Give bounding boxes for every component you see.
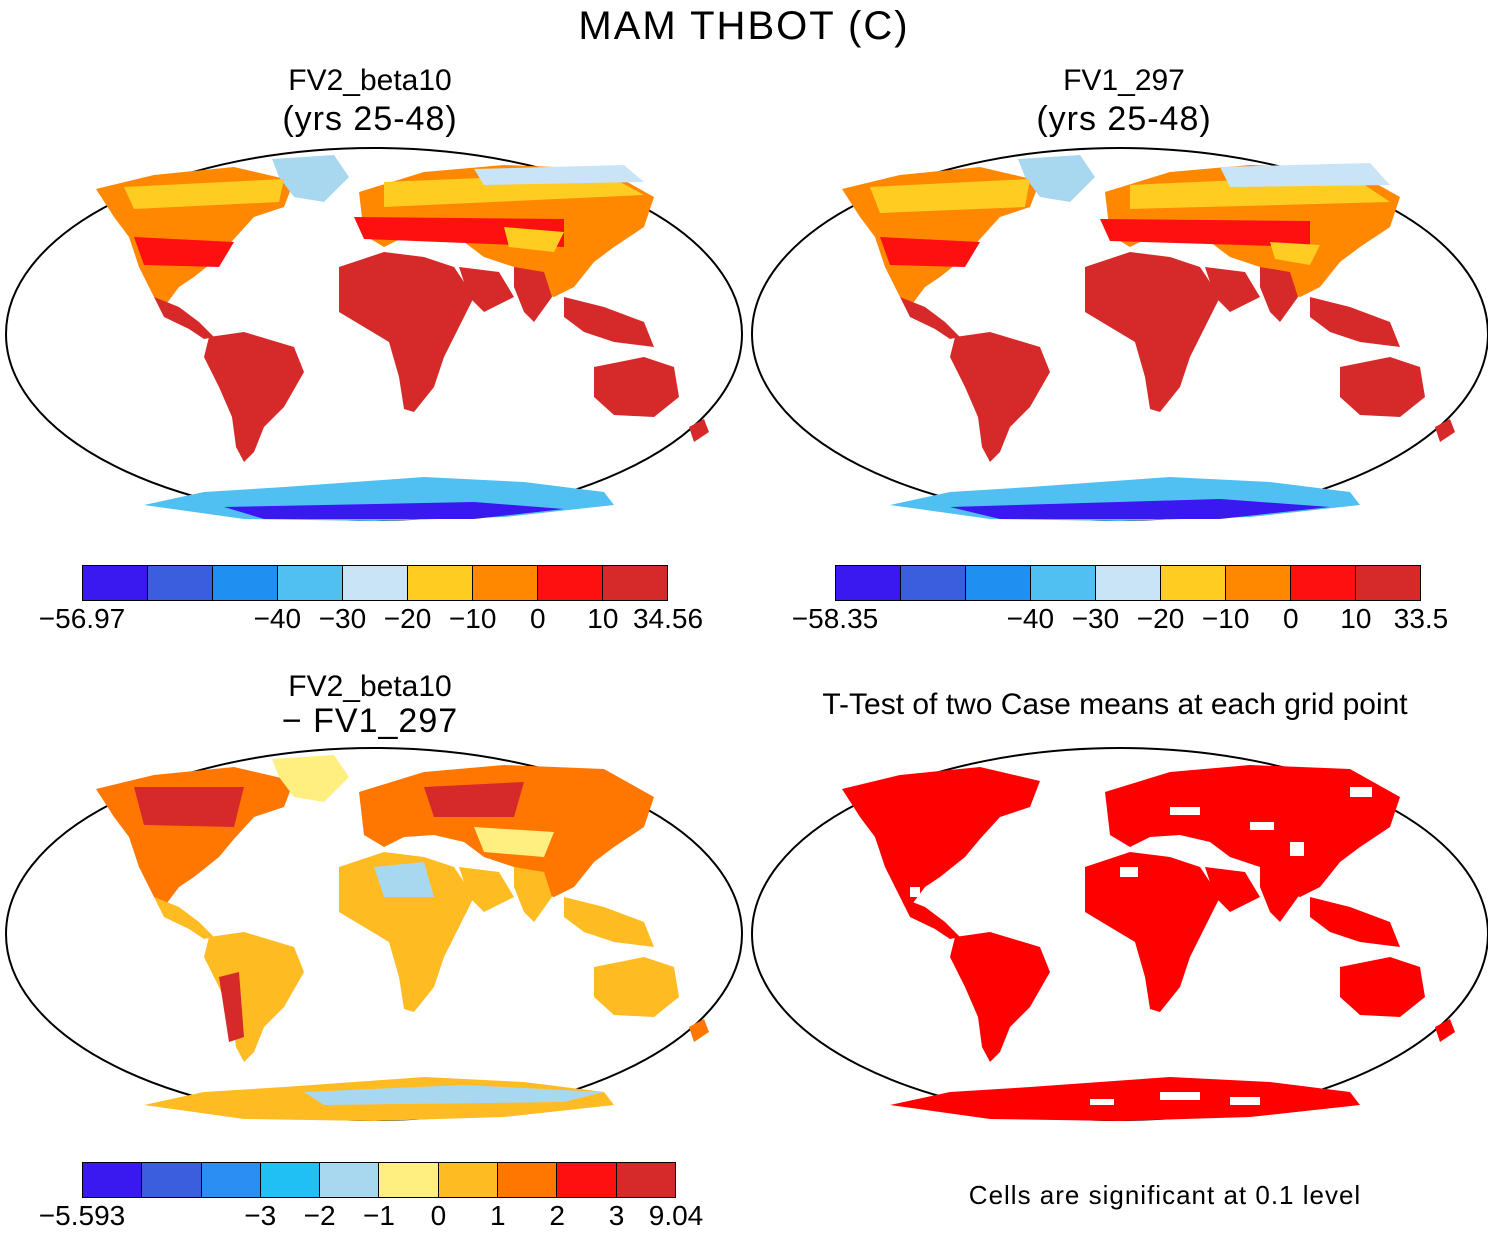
panel-2-subtitle: (yrs 25-48) (1036, 100, 1212, 138)
colorbar-2-tick: −10 (1201, 603, 1250, 634)
panel-4-title: T-Test of two Case means at each grid po… (822, 688, 1408, 721)
colorbar-1-tick: −30 (318, 603, 367, 634)
colorbar-3-tick: −1 (363, 1200, 395, 1231)
colorbar-1-swatch (538, 566, 603, 600)
colorbar-2-swatch (836, 566, 901, 600)
colorbar-3-swatch (142, 1163, 202, 1197)
colorbar-2-swatch (1226, 566, 1291, 600)
colorbar-1-tick: 0 (529, 603, 546, 634)
colorbar-3-swatch (379, 1163, 439, 1197)
colorbar-3 (82, 1162, 676, 1198)
colorbar-3-tick: 1 (490, 1200, 506, 1231)
colorbar-1-swatch (213, 566, 278, 600)
colorbar-2-swatch (1096, 566, 1161, 600)
colorbar-3-ticks: −5.593 −3 −2 −1 0 1 2 3 9.04 (39, 1200, 703, 1234)
colorbar-3-tick: −2 (303, 1200, 336, 1231)
colorbar-2-swatch (1161, 566, 1226, 600)
colorbar-2-tick: 33.5 (1393, 603, 1449, 634)
colorbar-1-tick: −10 (448, 603, 497, 634)
colorbar-3-swatch (260, 1163, 321, 1197)
colorbar-3-tick: 9.04 (648, 1200, 704, 1231)
colorbar-3-swatch (320, 1163, 380, 1197)
colorbar-2-tick: 10 (1340, 603, 1372, 634)
colorbar-2-swatch (966, 566, 1031, 600)
colorbar-1-tick: −56.97 (38, 603, 126, 634)
colorbar-1-swatch (83, 566, 148, 600)
significance-footnote: Cells are significant at 0.1 level (968, 1180, 1362, 1210)
colorbar-2-ticks: −58.35 −40 −30 −20 −10 0 10 33.5 (792, 603, 1448, 637)
colorbar-1-tick: 34.56 (632, 603, 704, 634)
colorbar-2-swatch (1291, 566, 1356, 600)
colorbar-3-swatch (557, 1163, 617, 1197)
colorbar-1-swatch (148, 566, 213, 600)
colorbar-3-tick: 2 (549, 1200, 565, 1231)
panel-2-title: FV1_297 (1063, 64, 1185, 97)
colorbar-2-swatch (1356, 566, 1420, 600)
map-panel-3 (5, 747, 743, 1121)
colorbar-1-swatch (343, 566, 408, 600)
colorbar-3-swatch (616, 1163, 675, 1197)
panel-1-subtitle: (yrs 25-48) (282, 100, 458, 138)
panel-3-subtitle: − FV1_297 (281, 702, 459, 740)
map-panel-2 (751, 147, 1488, 521)
colorbar-3-tick: −5.593 (38, 1200, 126, 1231)
colorbar-3-swatch (498, 1163, 558, 1197)
colorbar-2-swatch (1031, 566, 1096, 600)
colorbar-1 (82, 565, 668, 601)
colorbar-1-swatch (278, 566, 343, 600)
colorbar-1-swatch (473, 566, 538, 600)
colorbar-1-tick: −20 (383, 603, 432, 634)
colorbar-3-swatch (201, 1163, 261, 1197)
colorbar-2-tick: −20 (1136, 603, 1185, 634)
colorbar-1-tick: 10 (587, 603, 619, 634)
colorbar-3-swatch (438, 1163, 499, 1197)
colorbar-3-swatch (83, 1163, 143, 1197)
colorbar-1-swatch (603, 566, 667, 600)
colorbar-1-ticks: −56.97 −40 −30 −20 −10 0 10 34.56 (39, 603, 703, 637)
colorbar-2-tick: −30 (1071, 603, 1120, 634)
figure-title: MAM THBOT (C) (578, 4, 910, 48)
panel-3-title: FV2_beta10 (288, 670, 452, 703)
colorbar-3-tick: 0 (430, 1200, 447, 1231)
panel-1-title: FV2_beta10 (288, 64, 452, 97)
map-panel-4 (751, 747, 1488, 1121)
colorbar-2-swatch (901, 566, 966, 600)
colorbar-3-tick: 3 (608, 1200, 625, 1231)
colorbar-2-tick: −58.35 (791, 603, 879, 634)
colorbar-3-tick: −3 (244, 1200, 277, 1231)
colorbar-2-tick: 0 (1282, 603, 1299, 634)
colorbar-1-swatch (408, 566, 473, 600)
map-panel-1 (5, 147, 743, 521)
colorbar-2 (835, 565, 1421, 601)
colorbar-2-tick: −40 (1006, 603, 1055, 634)
colorbar-1-tick: −40 (253, 603, 302, 634)
